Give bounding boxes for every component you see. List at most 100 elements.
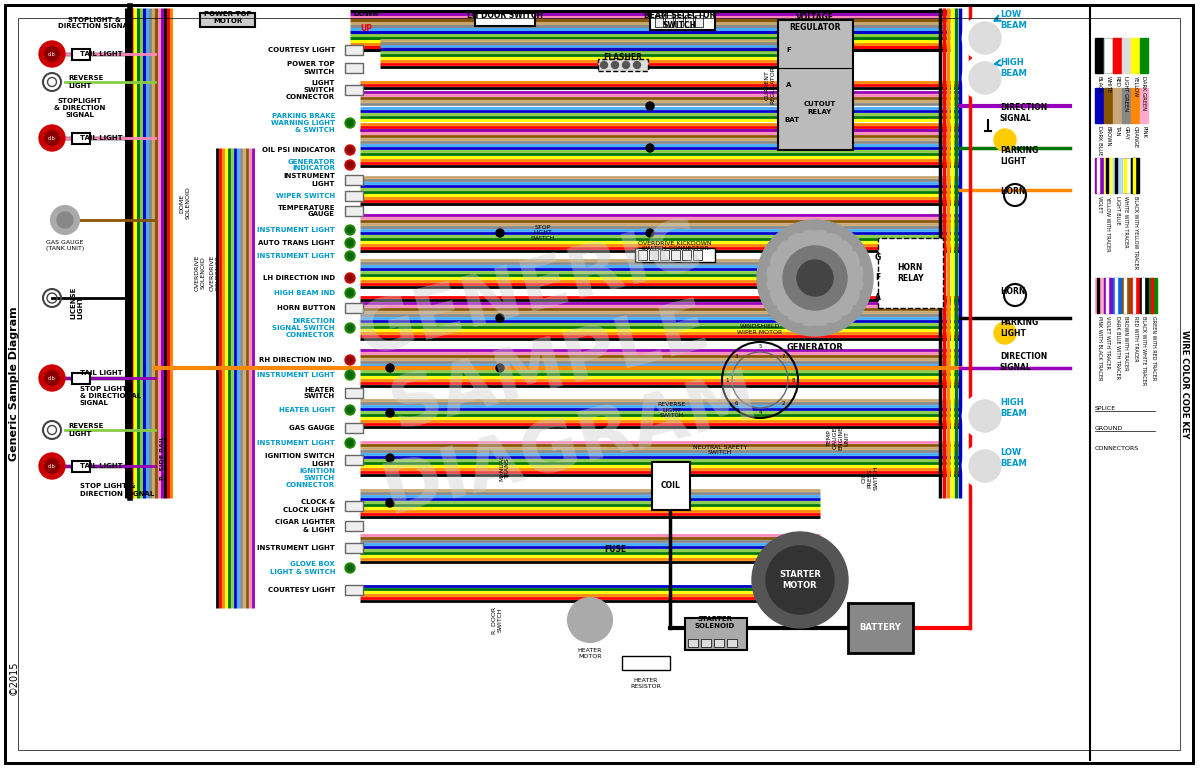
Text: TAIL LIGHT: TAIL LIGHT [80,370,122,376]
Bar [346,423,364,433]
Text: ORANGE: ORANGE [1133,126,1138,148]
Bar [652,462,690,510]
Text: VIOLET: VIOLET [1097,196,1102,214]
Bar [794,224,803,233]
Text: YELLOW WITH TRACER: YELLOW WITH TRACER [1105,196,1110,251]
Text: HORN
RELAY: HORN RELAY [896,263,923,283]
Bar [1122,38,1130,73]
Text: 3: 3 [734,354,738,359]
Text: TAIL LIGHT: TAIL LIGHT [80,463,122,469]
Circle shape [964,56,1007,100]
Text: HEATER
MOTOR: HEATER MOTOR [578,648,602,659]
Text: d.b: d.b [48,464,56,468]
Bar [1124,158,1126,193]
Bar [760,274,767,282]
Text: OIL
PRESS
SWITCH: OIL PRESS SWITCH [862,465,878,490]
Circle shape [347,120,353,126]
Text: LICENSE
LIGHT: LICENSE LIGHT [70,286,83,319]
Text: LH DIRECTION IND: LH DIRECTION IND [263,275,335,281]
Text: HORN: HORN [1000,287,1025,296]
Circle shape [347,275,353,281]
Text: DARK GREEN: DARK GREEN [1141,76,1146,110]
Circle shape [346,238,355,248]
Text: STOP LIGHT
& DIRECTIONAL
SIGNAL: STOP LIGHT & DIRECTIONAL SIGNAL [80,386,142,406]
Bar [1133,158,1135,193]
Bar [1122,158,1130,193]
Text: GAS GAUGE: GAS GAUGE [289,425,335,431]
Bar [635,248,715,262]
Text: PINK WITH BLACK TRACER: PINK WITH BLACK TRACER [1097,316,1102,380]
Bar [794,323,803,332]
Text: PARKING
LIGHT: PARKING LIGHT [1000,318,1038,338]
Circle shape [600,61,607,68]
Text: RH DIRECTION IND.: RH DIRECTION IND. [259,357,335,363]
Text: HIGH
BEAM: HIGH BEAM [1000,58,1027,78]
Bar [72,461,90,472]
Text: CONNECTORS: CONNECTORS [1096,445,1139,451]
Circle shape [347,407,353,413]
Bar [1104,278,1112,313]
Text: ©2015: ©2015 [10,660,19,695]
Bar [762,258,769,266]
Bar [1133,278,1135,313]
Text: 4: 4 [758,411,762,415]
Bar [1122,278,1130,313]
Text: FUSE: FUSE [604,545,626,554]
Text: DOME
SOLENOID: DOME SOLENOID [180,187,191,220]
Circle shape [964,16,1007,60]
Bar [346,501,364,511]
Circle shape [346,370,355,380]
Text: F: F [875,273,881,283]
Text: LH DOOR SWITCH: LH DOOR SWITCH [467,11,542,20]
Bar [1151,278,1153,313]
Bar [727,639,737,647]
Text: OVERDRIVE
GOVERNOR: OVERDRIVE GOVERNOR [210,255,221,291]
Bar [671,250,680,260]
Circle shape [347,147,353,153]
Circle shape [994,129,1016,151]
Bar [475,13,535,26]
Text: d.b: d.b [48,376,56,380]
Bar [827,323,835,332]
Text: CIGAR LIGHTER
& LIGHT: CIGAR LIGHTER & LIGHT [275,519,335,532]
Text: GRAY: GRAY [1123,126,1128,140]
Text: BLACK WITH WHITE TRACER: BLACK WITH WHITE TRACER [1141,316,1146,386]
Circle shape [386,364,394,372]
Bar [688,639,698,647]
Text: DIRECTION
SIGNAL: DIRECTION SIGNAL [1000,353,1048,372]
Text: INSTRUMENT LIGHT: INSTRUMENT LIGHT [257,372,335,378]
Bar [863,274,871,282]
Text: REVERSE
LIGHT: REVERSE LIGHT [68,423,103,436]
Bar [811,326,818,334]
Bar [811,222,818,230]
Text: d.b: d.b [48,51,56,57]
Text: GREEN WITH RED TRACER: GREEN WITH RED TRACER [1151,316,1156,380]
Text: HEATER
RESISTOR: HEATER RESISTOR [630,678,661,689]
Bar [346,585,364,595]
Text: HORN BUTTON: HORN BUTTON [277,305,335,311]
Text: BAT: BAT [784,117,799,123]
Circle shape [634,61,641,68]
Bar [769,305,776,313]
Text: VOLTAGE
REGULATOR: VOLTAGE REGULATOR [790,13,841,32]
Text: TAN: TAN [1115,126,1120,137]
Circle shape [50,206,79,234]
Text: OIL PSI INDICATOR: OIL PSI INDICATOR [262,147,335,153]
Circle shape [347,162,353,168]
Bar [1114,38,1121,73]
Circle shape [496,364,504,372]
Bar [72,48,90,59]
Text: DOWN: DOWN [353,11,379,17]
Text: INSTRUMENT LIGHT: INSTRUMENT LIGHT [257,545,335,551]
Circle shape [964,444,1007,488]
Text: LOW
BEAM: LOW BEAM [1000,449,1027,468]
Bar [1104,158,1112,193]
Text: DARK BLUE: DARK BLUE [1097,126,1102,155]
Text: d.b: d.b [48,135,56,141]
Circle shape [44,131,59,145]
Bar [1104,88,1112,123]
Circle shape [784,246,847,310]
Circle shape [347,440,353,446]
Text: A: A [875,293,881,303]
Text: WHITE WITH TRACER: WHITE WITH TRACER [1123,196,1128,247]
